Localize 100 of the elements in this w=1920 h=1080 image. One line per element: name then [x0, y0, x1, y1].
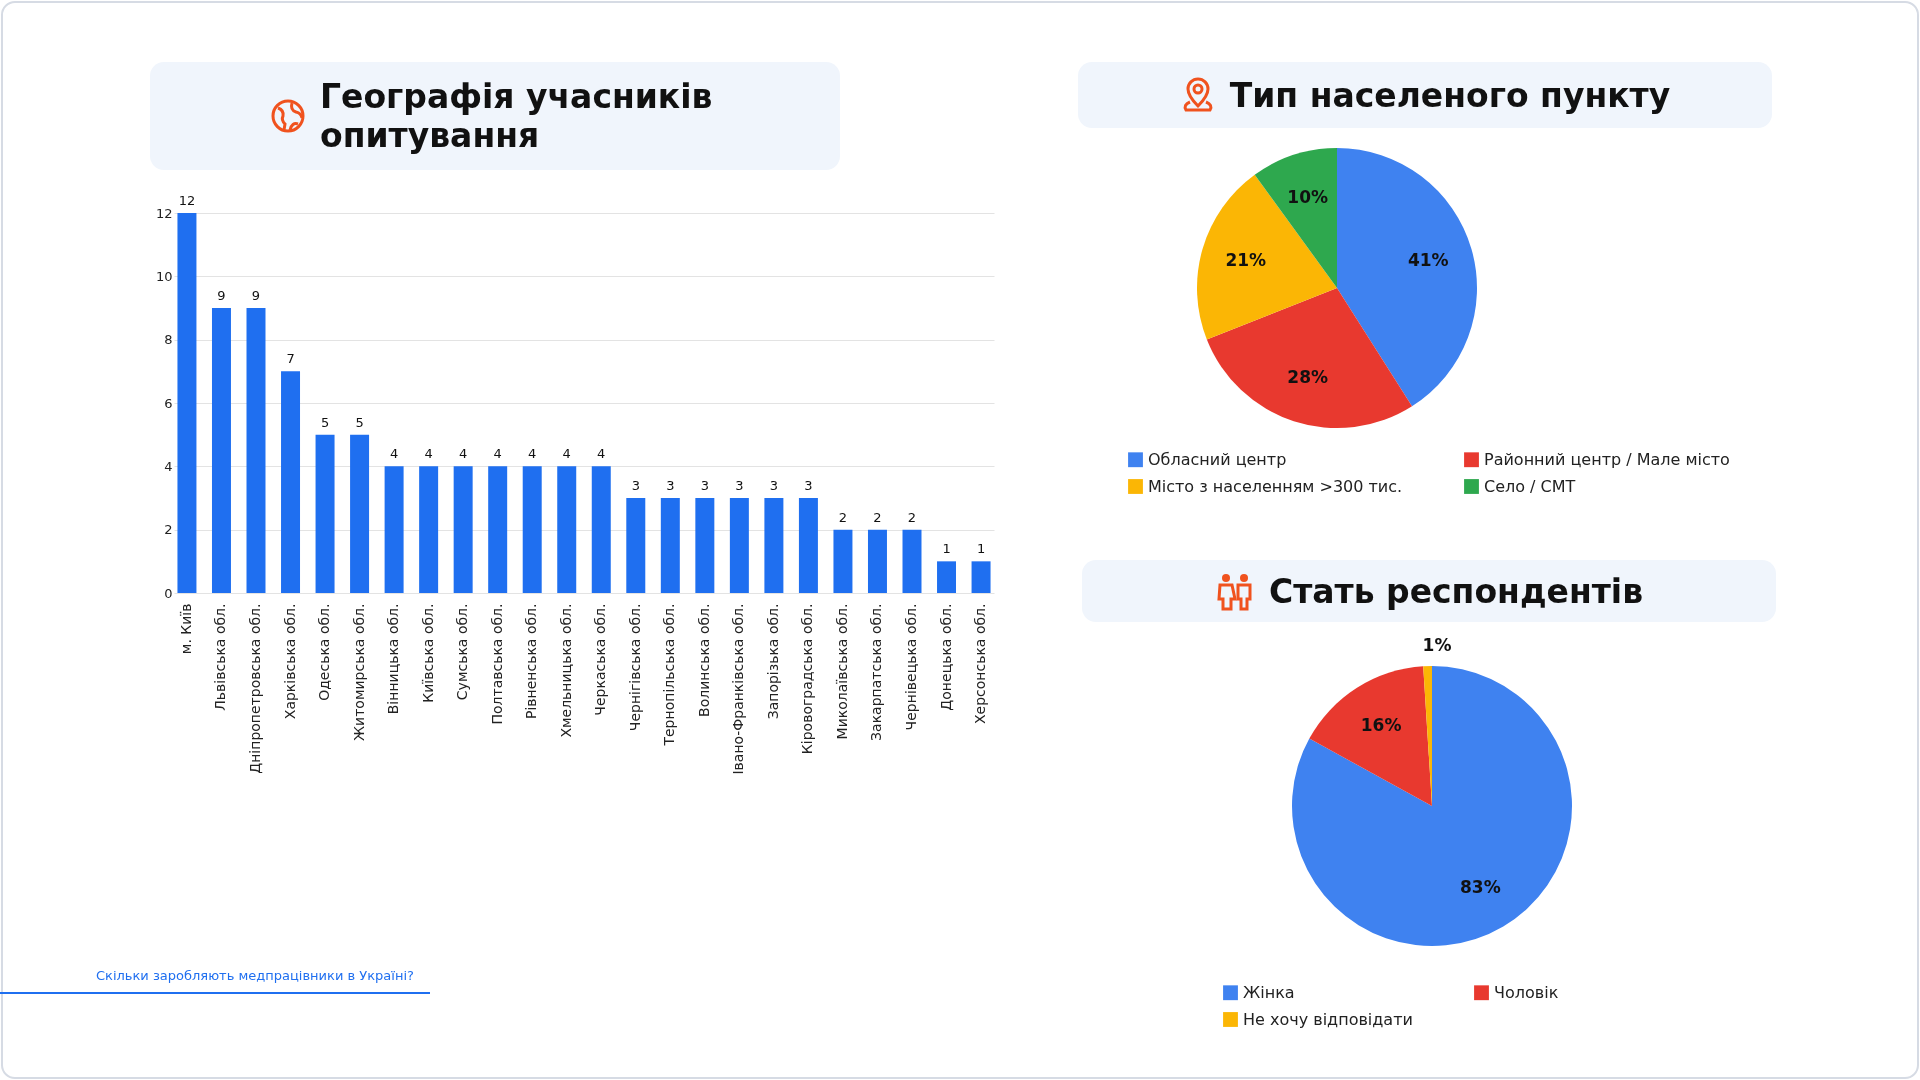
bar	[937, 561, 957, 593]
data-label: 9	[217, 288, 226, 303]
bar	[729, 498, 749, 593]
chart-title: Географія учасників опитування	[320, 77, 714, 155]
pie-slice	[1196, 174, 1337, 340]
bar	[453, 466, 473, 593]
y-tick-label: 4	[164, 458, 173, 474]
x-tick-label: Донецька обл.	[937, 603, 954, 711]
legend-label: Районний центр / Мале місто	[1483, 449, 1730, 469]
y-tick-label: 10	[155, 268, 173, 284]
data-label: 1	[976, 541, 986, 557]
data-label: 2	[838, 509, 848, 525]
bar	[902, 529, 922, 593]
bar	[764, 498, 784, 593]
data-label: 2	[907, 509, 917, 525]
x-tick-label: Чернігівська обл.	[626, 603, 643, 732]
x-tick-label: Київська обл.	[419, 603, 436, 703]
data-label: 4	[424, 446, 433, 462]
legend-label: Чоловік	[1494, 982, 1559, 1002]
bar	[695, 498, 715, 593]
pie-slice	[1336, 148, 1477, 407]
bar	[557, 466, 577, 593]
data-label: 9	[251, 288, 261, 303]
data-label: 4	[597, 446, 606, 462]
data-label: 12	[178, 193, 196, 208]
data-label: 83%	[1460, 876, 1501, 897]
bar	[315, 434, 335, 593]
x-tick-label: Запорізька обл.	[764, 603, 781, 720]
data-label: 1	[942, 541, 951, 557]
bar	[833, 529, 853, 593]
bar	[798, 498, 818, 593]
bar	[281, 371, 301, 593]
data-label: 3	[735, 478, 744, 493]
bar	[522, 466, 542, 593]
x-tick-label: Харківська обл.	[281, 603, 298, 720]
x-tick-label: Черкаська обл.	[592, 603, 609, 716]
x-tick-label: Полтавська обл.	[488, 603, 505, 725]
bar	[177, 213, 197, 593]
data-label: 1%	[1422, 635, 1452, 656]
data-label: 4	[389, 446, 399, 462]
bar	[591, 466, 611, 593]
data-label: 5	[320, 414, 330, 430]
legend-label: Село / СМТ	[1483, 476, 1576, 496]
legend-label: Жінка	[1243, 982, 1295, 1002]
bar	[660, 498, 680, 593]
data-label: 4	[528, 446, 537, 462]
y-tick-label: 6	[164, 395, 173, 411]
x-tick-label: Вінницька обл.	[385, 603, 402, 715]
data-label: 28%	[1286, 367, 1328, 388]
data-label: 41%	[1407, 250, 1449, 271]
bar	[626, 498, 646, 593]
chart-title: Стать респондентів	[1268, 571, 1644, 611]
x-tick-label: Чернівецька обл.	[903, 603, 919, 731]
data-label: 21%	[1224, 250, 1266, 271]
chart-title: Тип населеного пункту	[1229, 75, 1671, 115]
legend-label: Місто з населенням >300 тис.	[1147, 476, 1402, 496]
x-tick-label: Тернопільська обл.	[661, 603, 678, 747]
bar	[488, 466, 508, 593]
x-tick-label: Одеська обл.	[316, 603, 333, 701]
bar	[350, 434, 370, 593]
x-tick-label: Волинська обл.	[695, 603, 712, 717]
x-tick-label: Рівненська обл.	[523, 603, 540, 720]
data-label: 3	[700, 478, 709, 493]
legend-label: Обласний центр	[1147, 449, 1286, 469]
x-tick-label: Закарпатська обл.	[868, 603, 885, 741]
bar	[419, 466, 439, 593]
text: Скільки заробляють медпрацівники в Україні?	[96, 968, 414, 983]
data-label: 7	[286, 351, 295, 367]
bar	[971, 561, 991, 593]
x-tick-label: Дніпропетровська обл.	[247, 603, 263, 774]
y-tick-label: 8	[164, 332, 173, 348]
y-tick-label: 2	[164, 522, 173, 538]
x-tick-label: Сумська обл.	[454, 603, 471, 701]
data-label: 3	[666, 478, 675, 493]
x-tick-label: м. Київ	[177, 603, 194, 655]
y-tick-label: 12	[155, 205, 173, 221]
x-tick-label: Херсонська обл.	[972, 603, 989, 725]
x-tick-label: Кіровоградська обл.	[799, 603, 816, 755]
legend-label: Не хочу відповідати	[1243, 1009, 1413, 1029]
bar	[211, 308, 231, 593]
pie-slice	[1292, 666, 1572, 946]
data-label: 4	[459, 446, 468, 462]
data-label: 2	[873, 509, 882, 525]
x-tick-label: Житомирська обл.	[350, 603, 367, 741]
x-tick-label: Миколаївська обл.	[833, 603, 850, 740]
data-label: 16%	[1360, 714, 1402, 735]
pie-slice	[1309, 666, 1432, 806]
x-tick-label: Львівська обл.	[212, 603, 229, 711]
y-tick-label: 0	[164, 585, 173, 601]
data-label: 4	[493, 446, 502, 462]
x-tick-label: Івано-Франківська обл.	[730, 603, 747, 775]
data-label: 5	[355, 414, 364, 430]
bar	[867, 529, 887, 593]
bar	[384, 466, 404, 593]
data-label: 10%	[1286, 186, 1328, 207]
data-label: 4	[562, 446, 571, 462]
x-tick-label: Хмельницька обл.	[557, 603, 574, 738]
data-label: 3	[804, 478, 813, 493]
bar	[246, 308, 266, 593]
pie-slice	[1206, 288, 1412, 428]
